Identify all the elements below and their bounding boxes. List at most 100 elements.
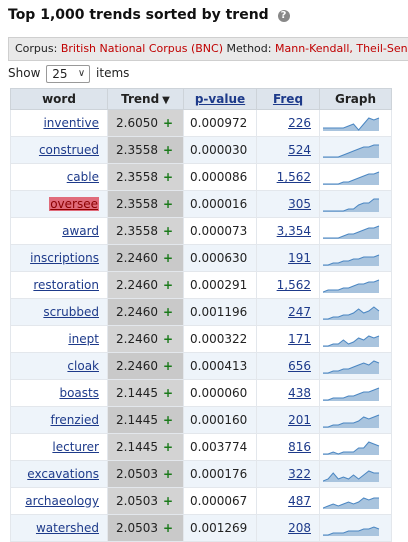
word-link[interactable]: excavations (27, 467, 99, 481)
cell-graph (319, 190, 392, 218)
sparkline-chart (323, 470, 379, 482)
cell-graph (319, 136, 392, 164)
cell-freq: 438 (256, 379, 320, 407)
trend-sign: + (162, 305, 173, 319)
word-link[interactable]: inscriptions (30, 251, 99, 265)
column-header-trend[interactable]: Trend ▼ (107, 88, 184, 110)
cell-word: cable (10, 163, 108, 191)
trend-value: 2.1445 (116, 386, 158, 400)
freq-link[interactable]: 524 (288, 143, 311, 157)
sparkline-chart (323, 198, 379, 212)
cell-word: inept (10, 325, 108, 353)
trend-value: 2.1445 (116, 413, 158, 427)
cell-pvalue: 0.000176 (183, 460, 257, 488)
word-link[interactable]: cloak (67, 359, 99, 373)
freq-link[interactable]: 191 (288, 251, 311, 265)
cell-word: award (10, 217, 108, 245)
help-icon[interactable]: ? (277, 10, 290, 22)
sparkline-area (323, 280, 379, 293)
word-link[interactable]: cable (66, 170, 99, 184)
trend-value: 2.2460 (116, 332, 158, 346)
word-link[interactable]: scrubbed (43, 305, 99, 319)
cell-pvalue: 0.000291 (183, 271, 257, 299)
freq-link[interactable]: 201 (288, 413, 311, 427)
sparkline-line (323, 441, 380, 455)
corpus-value[interactable]: British National Corpus (BNC) (60, 42, 224, 55)
cell-graph (319, 406, 392, 434)
cell-trend: 2.1445 + (107, 406, 184, 434)
word-link[interactable]: boasts (59, 386, 99, 400)
freq-link[interactable]: 1,562 (276, 170, 311, 184)
sparkline-area (323, 145, 379, 158)
cell-pvalue: 0.000073 (183, 217, 257, 245)
trend-value: 2.2460 (116, 359, 158, 373)
freq-link[interactable]: 305 (288, 197, 311, 211)
cell-word: scrubbed (10, 298, 108, 326)
word-link[interactable]: archaeology (25, 494, 99, 508)
cell-trend: 2.2460 + (107, 271, 184, 299)
sparkline-chart (323, 171, 380, 185)
word-link[interactable]: inept (68, 332, 99, 346)
table-row: frenzied 2.1445 +0.000160 201 (10, 406, 392, 434)
cell-freq: 226 (256, 109, 320, 137)
word-link[interactable]: construed (38, 143, 99, 157)
sparkline-chart (323, 144, 379, 158)
word-link[interactable]: oversee (49, 197, 99, 211)
trend-value: 2.0503 (116, 494, 158, 508)
cell-trend: 2.0503 + (107, 514, 184, 542)
freq-link[interactable]: 247 (288, 305, 311, 319)
corpus-bar: Corpus: British National Corpus (BNC) Me… (8, 37, 408, 61)
column-header-word[interactable]: word (10, 88, 108, 110)
word-link[interactable]: frenzied (50, 413, 99, 427)
freq-link[interactable]: 656 (288, 359, 311, 373)
cell-word: restoration (10, 271, 108, 299)
trend-sign: + (162, 116, 173, 130)
trend-sign: + (162, 224, 173, 238)
cell-word: excavations (10, 460, 108, 488)
trend-sign: + (162, 413, 173, 427)
cell-pvalue: 0.001196 (183, 298, 257, 326)
word-link[interactable]: lecturer (52, 440, 99, 454)
table-row: construed 2.3558 +0.000030 524 (10, 136, 392, 164)
trend-value: 2.2460 (116, 305, 158, 319)
freq-link[interactable]: 208 (288, 521, 311, 535)
freq-link[interactable]: 816 (288, 440, 311, 454)
cell-freq: 201 (256, 406, 320, 434)
freq-link[interactable]: 322 (288, 467, 311, 481)
sparkline-chart (323, 497, 379, 509)
freq-link[interactable]: 3,354 (276, 224, 311, 238)
freq-link[interactable]: 438 (288, 386, 311, 400)
cell-pvalue: 0.000060 (183, 379, 257, 407)
method-value[interactable]: Mann-Kendall, Theil-Sen (274, 42, 408, 55)
cell-pvalue: 0.000322 (183, 325, 257, 353)
column-header-freq[interactable]: Freq (256, 88, 320, 110)
freq-link[interactable]: 171 (288, 332, 311, 346)
word-link[interactable]: award (62, 224, 99, 238)
items-per-page-select[interactable]: 25 ∨ (46, 64, 91, 83)
freq-link[interactable]: 1,562 (276, 278, 311, 292)
cell-pvalue: 0.000160 (183, 406, 257, 434)
word-link[interactable]: watershed (35, 521, 99, 535)
trend-sign: + (162, 521, 173, 535)
trend-value: 2.3558 (116, 170, 158, 184)
cell-graph (319, 271, 392, 299)
trend-sign: + (162, 386, 173, 400)
column-header-pvalue[interactable]: p-value (183, 88, 257, 110)
word-link[interactable]: restoration (33, 278, 99, 292)
sparkline-line (323, 144, 379, 158)
cell-graph (319, 514, 392, 542)
freq-link[interactable]: 487 (288, 494, 311, 508)
word-link[interactable]: inventive (43, 116, 99, 130)
sparkline-chart (323, 335, 380, 347)
table-row: restoration 2.2460 +0.000291 1,562 (10, 271, 392, 299)
page-title: Top 1,000 trends sorted by trend ? (8, 7, 290, 23)
show-label: Show (8, 66, 41, 80)
sort-desc-icon: ▼ (162, 95, 170, 106)
sparkline-line (323, 225, 380, 239)
cell-pvalue: 0.000067 (183, 487, 257, 515)
trend-value: 2.0503 (116, 467, 158, 481)
cell-word: inventive (10, 109, 108, 137)
trend-sign: + (162, 278, 173, 292)
sparkline-area (323, 442, 379, 455)
freq-link[interactable]: 226 (288, 116, 311, 130)
